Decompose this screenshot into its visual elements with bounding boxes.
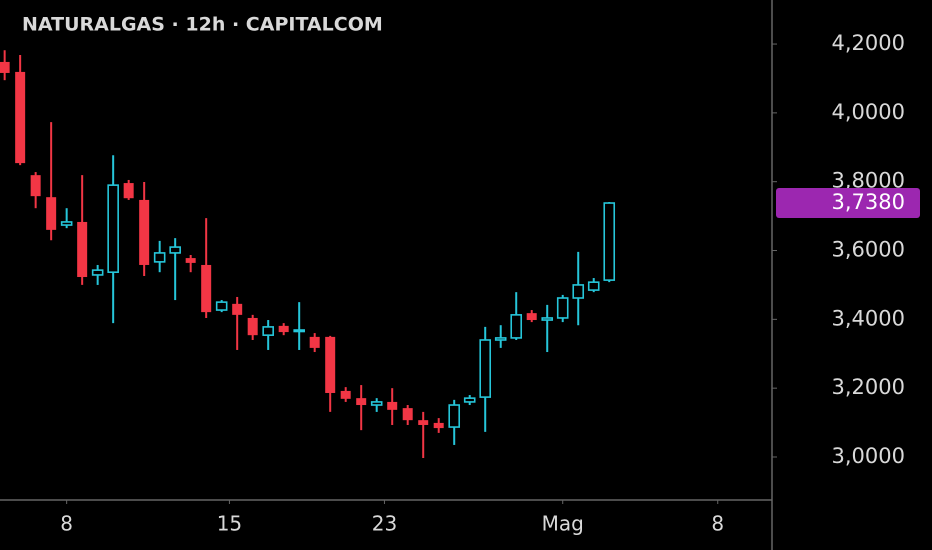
candle-body [0,61,10,73]
x-tick-label: Mag [542,512,584,536]
candle-body [153,252,166,263]
candle-body [603,202,616,281]
candle-body [556,297,569,319]
candle-body [46,197,57,230]
candle-body [201,264,212,313]
candle-body [185,258,196,263]
candle-body [278,325,289,333]
candle-body [262,326,274,336]
x-tick-label: 15 [217,512,242,536]
x-tick-label: 23 [372,512,397,536]
candle-body [15,71,26,164]
candle-body [107,184,119,273]
chart-title: NATURALGAS · 12h · CAPITALCOM [22,14,383,36]
candle-body [572,284,585,299]
candle-body [232,303,243,315]
candle-body [587,281,600,291]
y-tick-label: 3,4000 [832,306,905,330]
candle-body [30,175,41,197]
candle-body [169,246,181,254]
candle-body [139,199,150,265]
candle-body [247,317,258,336]
candle-body [526,313,537,321]
candle-body [123,183,134,199]
candle-body [325,336,336,393]
candle-body [91,269,104,276]
y-tick-label: 4,2000 [832,31,905,55]
candle-body [494,337,507,341]
candle-body [356,398,367,406]
candle-body [215,301,228,311]
x-tick-label: 8 [60,512,73,536]
candle-body [293,329,305,333]
candle-body [418,420,429,425]
y-tick-label: 3,6000 [832,238,905,262]
candle-body [340,390,351,399]
candle-body [402,408,413,421]
candle-body [479,339,492,398]
x-tick-label: 8 [711,512,724,536]
y-tick-label: 3,0000 [832,444,905,468]
candle-body [448,404,461,428]
candle-body [433,422,444,429]
candle-body [309,336,320,348]
candle-body [463,397,476,403]
y-tick-label: 3,2000 [832,375,905,399]
last-price-label: 3,7380 [832,190,905,214]
candle-body [510,314,523,339]
candle-body [60,221,73,226]
candle-body [77,221,88,278]
y-tick-label: 4,0000 [832,100,905,124]
candle-body [387,401,398,410]
candle-body [541,317,554,321]
candle-body [370,401,383,406]
last-price-badge [776,188,920,219]
